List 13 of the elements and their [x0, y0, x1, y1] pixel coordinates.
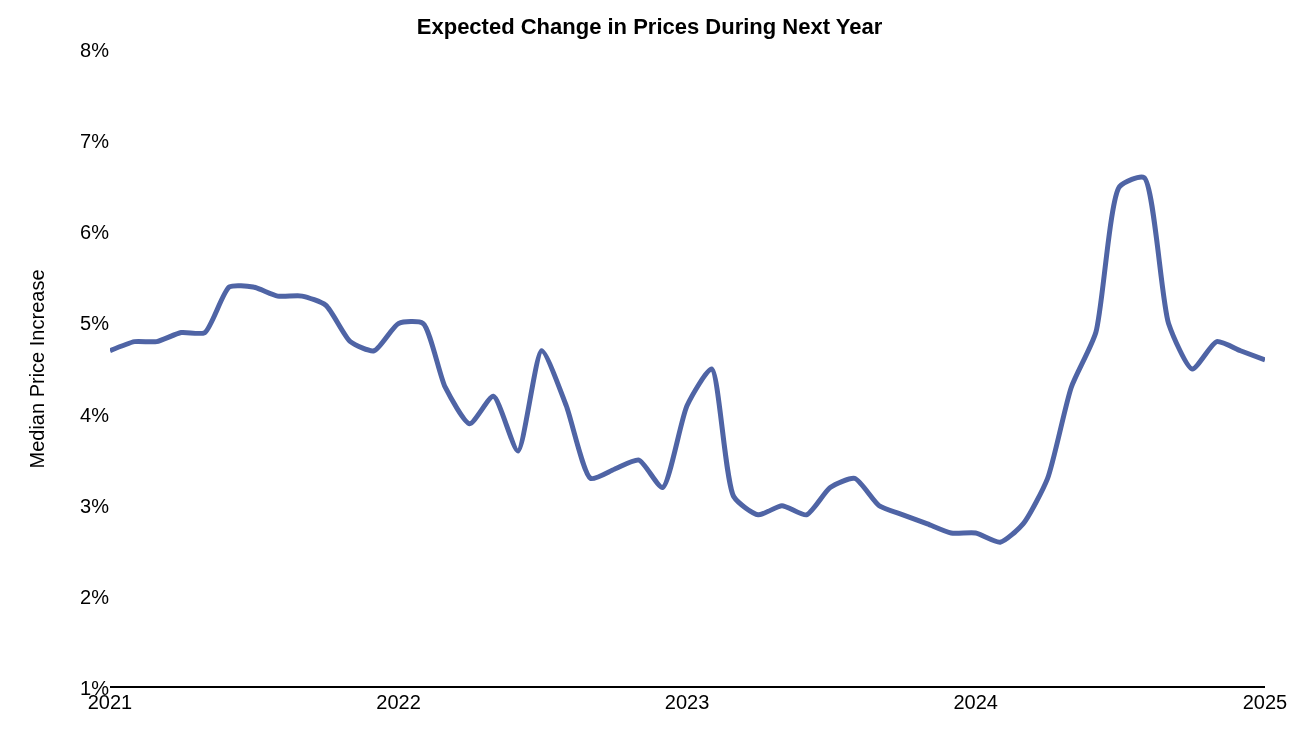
x-tick-label: 2022 [376, 691, 421, 713]
y-tick-label: 4% [80, 403, 110, 426]
x-tick-label: 2025 [1242, 691, 1288, 713]
x-tick-label: 2024 [953, 691, 998, 713]
y-axis-title: Median Price Increase [25, 269, 48, 469]
y-tick-label: 6% [80, 221, 110, 244]
y-tick-label: 2% [80, 585, 110, 608]
y-tick-label: 5% [80, 312, 110, 335]
chart-title: Expected Change in Prices During Next Year [416, 13, 883, 39]
y-tick-label: 7% [80, 130, 110, 153]
x-tick-label: 2023 [664, 691, 710, 713]
y-tick-label: 8% [80, 39, 110, 61]
y-tick-label: 3% [80, 494, 110, 517]
